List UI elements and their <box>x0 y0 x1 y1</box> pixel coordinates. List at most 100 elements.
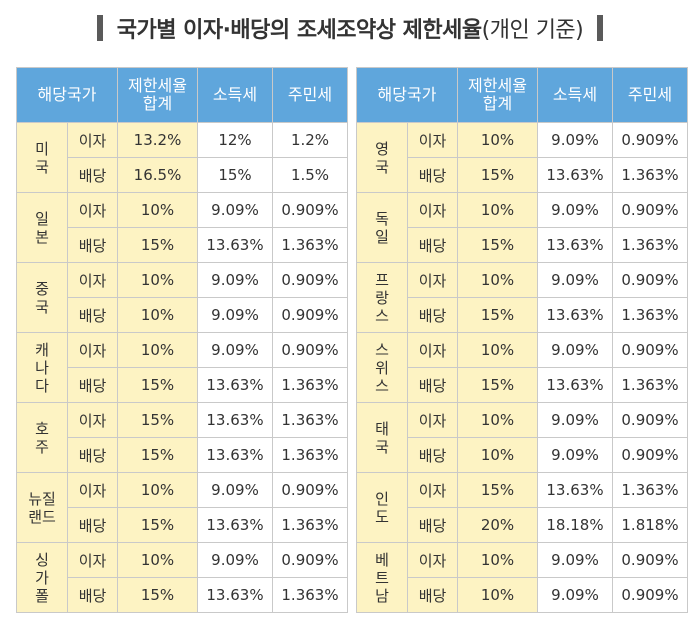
header-total-line2: 합계 <box>142 94 173 113</box>
total-rate-cell: 10% <box>457 332 538 368</box>
income-kind-cell: 배당 <box>67 437 118 473</box>
total-rate-cell: 15% <box>117 577 198 613</box>
resident-tax-cell: 0.909% <box>272 262 348 298</box>
total-rate-cell: 10% <box>457 577 538 613</box>
right-rate-table: 해당국가 제한세율 합계 소득세 주민세 영 국 이자 10% 9.09% 0.909% 배당… <box>356 67 688 613</box>
resident-tax-cell: 1.363% <box>272 577 348 613</box>
income-tax-cell: 13.63% <box>197 402 273 438</box>
header-income-tax: 소득세 <box>197 67 273 123</box>
income-tax-cell: 18.18% <box>537 507 613 543</box>
country-name-part: 캐 <box>35 340 49 359</box>
header-total-line1: 제한세율 <box>128 76 187 95</box>
country-name-part: 남 <box>375 586 389 605</box>
country-name-part: 랜드 <box>28 507 56 526</box>
table-row: 중 국 이자 10% 9.09% 0.909% <box>16 262 348 333</box>
income-kind-cell: 배당 <box>67 297 118 333</box>
total-rate-cell: 10% <box>457 262 538 298</box>
income-kind-cell: 배당 <box>67 157 118 193</box>
header-total-line1: 제한세율 <box>468 76 527 95</box>
country-name-part: 영 <box>375 139 389 158</box>
income-tax-cell: 9.09% <box>197 472 273 508</box>
table-header-row: 해당국가 제한세율 합계 소득세 주민세 <box>16 67 348 123</box>
income-kind-cell: 배당 <box>407 297 458 333</box>
total-rate-cell: 15% <box>457 472 538 508</box>
income-tax-cell: 9.09% <box>537 332 613 368</box>
resident-tax-cell: 1.363% <box>272 437 348 473</box>
income-kind-cell: 이자 <box>407 402 458 438</box>
country-name-part: 뉴질 <box>28 489 56 508</box>
resident-tax-cell: 0.909% <box>612 437 688 473</box>
page-title: 국가별 이자·배당의 조세조약상 제한세율(개인 기준) <box>0 8 700 48</box>
table-row: 배당 15% 13.63% 1.363% <box>17 577 348 613</box>
table-row: 배당 10% 9.09% 0.909% <box>17 297 348 333</box>
country-name-part: 위 <box>375 358 389 377</box>
total-rate-cell: 15% <box>117 437 198 473</box>
country-name-part: 국 <box>375 157 389 176</box>
total-rate-cell: 10% <box>117 192 198 228</box>
table-row: 일 본 이자 10% 9.09% 0.909% <box>16 192 348 263</box>
income-kind-cell: 이자 <box>407 472 458 508</box>
income-kind-cell: 배당 <box>407 367 458 403</box>
resident-tax-cell: 1.363% <box>272 402 348 438</box>
income-tax-cell: 13.63% <box>537 297 613 333</box>
country-name-part: 국 <box>375 437 389 456</box>
income-tax-cell: 9.09% <box>197 297 273 333</box>
resident-tax-cell: 0.909% <box>612 577 688 613</box>
total-rate-cell: 10% <box>457 192 538 228</box>
income-kind-cell: 이자 <box>67 122 118 158</box>
total-rate-cell: 10% <box>117 332 198 368</box>
income-tax-cell: 13.63% <box>537 367 613 403</box>
title-sub: (개인 기준) <box>481 18 584 43</box>
resident-tax-cell: 0.909% <box>612 122 688 158</box>
income-tax-cell: 15% <box>197 157 273 193</box>
country-name-part: 스 <box>375 306 389 325</box>
country-name-part: 인 <box>375 489 389 508</box>
income-tax-cell: 9.09% <box>537 192 613 228</box>
table-row: 싱 가 폴 이자 10% 9.09% 0.909% <box>16 542 348 613</box>
resident-tax-cell: 0.909% <box>272 332 348 368</box>
income-tax-cell: 13.63% <box>197 577 273 613</box>
income-tax-cell: 9.09% <box>197 192 273 228</box>
income-kind-cell: 배당 <box>407 507 458 543</box>
table-row: 뉴질 랜드 이자 10% 9.09% 0.909% <box>16 472 348 543</box>
country-name-part: 미 <box>35 139 49 158</box>
total-rate-cell: 10% <box>117 542 198 578</box>
header-resident-tax: 주민세 <box>612 67 688 123</box>
country-name-part: 본 <box>35 227 49 246</box>
country-name-part: 일 <box>375 227 389 246</box>
income-tax-cell: 13.63% <box>197 507 273 543</box>
title-text: 국가별 이자·배당의 조세조약상 제한세율(개인 기준) <box>117 12 584 44</box>
resident-tax-cell: 1.363% <box>612 227 688 263</box>
header-total-line2: 합계 <box>482 94 513 113</box>
table-row: 스 위 스 이자 10% 9.09% 0.909% <box>356 332 688 403</box>
country-name-part: 태 <box>375 419 389 438</box>
resident-tax-cell: 0.909% <box>612 192 688 228</box>
resident-tax-cell: 1.2% <box>272 122 348 158</box>
table-row: 배당 20% 18.18% 1.818% <box>357 507 688 543</box>
income-tax-cell: 13.63% <box>197 437 273 473</box>
total-rate-cell: 20% <box>457 507 538 543</box>
income-tax-cell: 9.09% <box>537 437 613 473</box>
resident-tax-cell: 0.909% <box>612 262 688 298</box>
country-name-part: 트 <box>375 568 389 587</box>
country-cell: 뉴질 랜드 <box>16 472 68 543</box>
table-row: 프 랑 스 이자 10% 9.09% 0.909% <box>356 262 688 333</box>
income-kind-cell: 이자 <box>407 192 458 228</box>
title-right-bar <box>597 15 604 41</box>
resident-tax-cell: 1.363% <box>272 507 348 543</box>
income-tax-cell: 9.09% <box>537 402 613 438</box>
country-name-part: 스 <box>375 376 389 395</box>
income-tax-cell: 12% <box>197 122 273 158</box>
left-rate-table: 해당국가 제한세율 합계 소득세 주민세 미 국 이자 13.2% 12% 1.2% 배당 16… <box>16 67 348 613</box>
table-header-row: 해당국가 제한세율 합계 소득세 주민세 <box>356 67 688 123</box>
resident-tax-cell: 0.909% <box>272 297 348 333</box>
country-name-part: 국 <box>35 297 49 316</box>
total-rate-cell: 10% <box>117 297 198 333</box>
income-tax-cell: 9.09% <box>537 577 613 613</box>
total-rate-cell: 10% <box>457 122 538 158</box>
